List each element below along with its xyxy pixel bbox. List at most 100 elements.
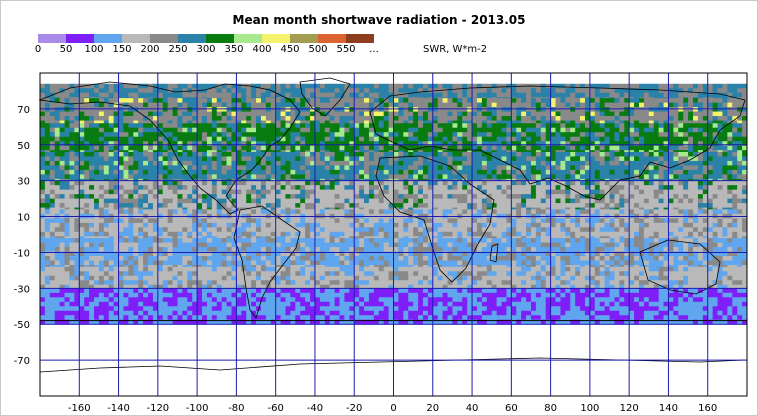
radiation-cell [148,218,154,224]
radiation-cell [540,102,547,108]
radiation-cell [702,127,709,133]
radiation-cell [481,132,488,138]
radiation-cell [128,222,134,228]
radiation-cell [555,120,561,126]
radiation-cell [604,141,610,147]
radiation-cell [658,209,664,215]
radiation-cell [442,83,448,89]
radiation-cell [148,151,154,157]
radiation-cell [319,194,326,200]
radiation-cell [712,194,718,200]
radiation-cell [393,123,399,129]
radiation-cell [521,102,527,108]
radiation-cell [673,185,679,191]
radiation-cell [501,98,507,104]
radiation-cell [128,189,134,195]
radiation-cell [182,116,188,121]
radiation-cell [378,160,385,166]
radiation-cell [526,127,532,133]
radiation-cell [506,198,512,204]
radiation-cell [216,145,223,151]
radiation-cell [442,132,448,138]
radiation-cell [256,218,262,224]
radiation-cell [442,107,448,112]
radiation-cell [388,132,394,138]
radiation-cell [442,194,448,200]
radiation-cell [742,194,748,200]
radiation-cell [462,165,468,171]
radiation-cell [354,174,360,180]
radiation-cell [138,218,144,224]
radiation-cell [530,198,537,204]
radiation-cell [722,98,728,104]
radiation-cell [732,198,738,204]
radiation-cell [148,165,154,171]
radiation-cell [565,156,571,162]
radiation-cell [614,198,620,204]
radiation-cell [673,198,679,204]
radiation-cell [501,88,507,94]
radiation-cell [413,194,419,200]
radiation-cell [393,165,399,171]
radiation-cell [373,127,380,133]
radiation-cell [359,218,365,224]
radiation-cell [584,136,591,142]
radiation-cell [643,136,650,142]
radiation-cell [472,198,478,204]
radiation-cell [462,203,468,208]
radiation-cell [167,111,173,117]
radiation-cell [305,111,311,117]
radiation-cell [84,88,90,94]
radiation-cell [40,132,46,138]
radiation-cell [565,151,571,157]
radiation-cell [619,198,625,204]
radiation-cell [663,194,669,200]
radiation-cell [408,203,414,208]
radiation-cell [162,194,169,200]
radiation-cell [614,123,620,129]
radiation-cell [251,120,257,126]
radiation-cell [54,111,61,117]
radiation-cell [629,165,635,171]
radiation-cell [638,102,645,108]
radiation-cell [717,120,723,126]
radiation-cell [427,198,434,204]
radiation-cell [84,222,90,228]
radiation-cell [270,123,277,129]
radiation-cell [437,160,443,166]
radiation-cell [49,156,56,162]
radiation-cell [310,222,316,228]
radiation-cell [653,169,660,175]
radiation-cell [413,102,419,108]
radiation-cell [40,222,46,228]
radiation-cell [310,120,316,126]
radiation-cell [108,169,115,175]
radiation-cell [418,98,424,104]
radiation-cell [364,174,370,180]
radiation-cell [74,169,80,175]
radiation-cell [565,132,571,138]
radiation-cell [241,132,247,138]
radiation-cell [344,194,350,200]
radiation-cell [314,111,321,117]
radiation-cell [216,160,223,166]
radiation-cell [103,116,110,121]
radiation-cell [398,102,404,108]
radiation-cell [84,151,90,157]
radiation-cell [103,160,110,166]
radiation-cell [511,174,517,180]
radiation-cell [555,111,561,117]
radiation-cell [658,123,664,129]
radiation-cell [648,218,655,224]
radiation-cell [94,189,100,195]
radiation-cell [663,98,669,104]
radiation-cell [59,123,65,129]
radiation-cell [226,169,232,175]
radiation-cell [295,92,301,98]
radiation-cell [123,102,129,108]
radiation-cell [40,151,46,157]
radiation-cell [89,203,95,208]
radiation-cell [295,116,301,121]
radiation-cell [349,116,355,121]
radiation-cell [447,185,453,191]
